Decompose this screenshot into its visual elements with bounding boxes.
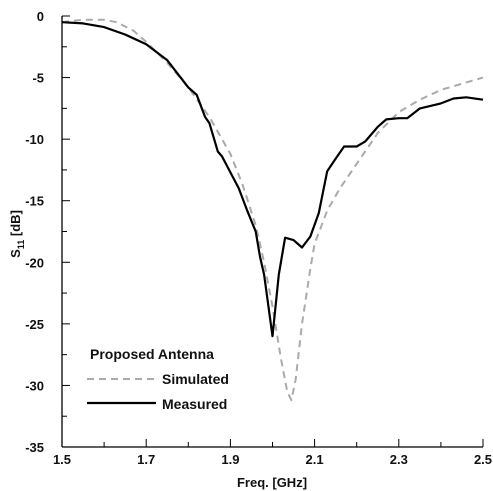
x-tick-label: 2.1 [306, 452, 324, 467]
y-tick-label: -5 [32, 71, 44, 86]
y-axis-label: S11 [dB] [8, 210, 26, 258]
y-tick-label: -30 [25, 378, 44, 393]
y-tick-label: -10 [25, 132, 44, 147]
y-tick-label: -25 [25, 317, 44, 332]
x-tick-label: 2.5 [474, 452, 492, 467]
y-axis-label-main: S [8, 249, 23, 258]
series-line-measured [61, 21, 484, 338]
axes [61, 16, 483, 448]
y-tick-label: -15 [25, 194, 44, 209]
x-tick-label: 1.9 [221, 452, 239, 467]
legend-label-measured: Measured [162, 396, 227, 412]
y-tick-label: 0 [37, 9, 44, 24]
x-axis-label: Freq. [GHz] [237, 475, 307, 490]
x-tick-label: 2.3 [390, 452, 408, 467]
series-line-simulated [61, 18, 484, 402]
x-tick-label: 1.5 [53, 452, 71, 467]
x-tick-label: 1.7 [137, 452, 155, 467]
legend-label-simulated: Simulated [162, 371, 229, 387]
ticks: 0 -5 -10 -15 -20 -25 -30 -35 1.5 1.7 1.9 2.1 2.3 2.5 [25, 9, 492, 467]
y-tick-label: -35 [25, 440, 44, 455]
legend: Proposed Antenna Simulated Measured [87, 346, 229, 412]
plot-area [61, 18, 484, 402]
y-axis-label-sub: 11 [16, 240, 26, 250]
legend-title: Proposed Antenna [90, 346, 214, 362]
y-axis-label-unit: [dB] [8, 210, 23, 240]
y-tick-label: -20 [25, 255, 44, 270]
